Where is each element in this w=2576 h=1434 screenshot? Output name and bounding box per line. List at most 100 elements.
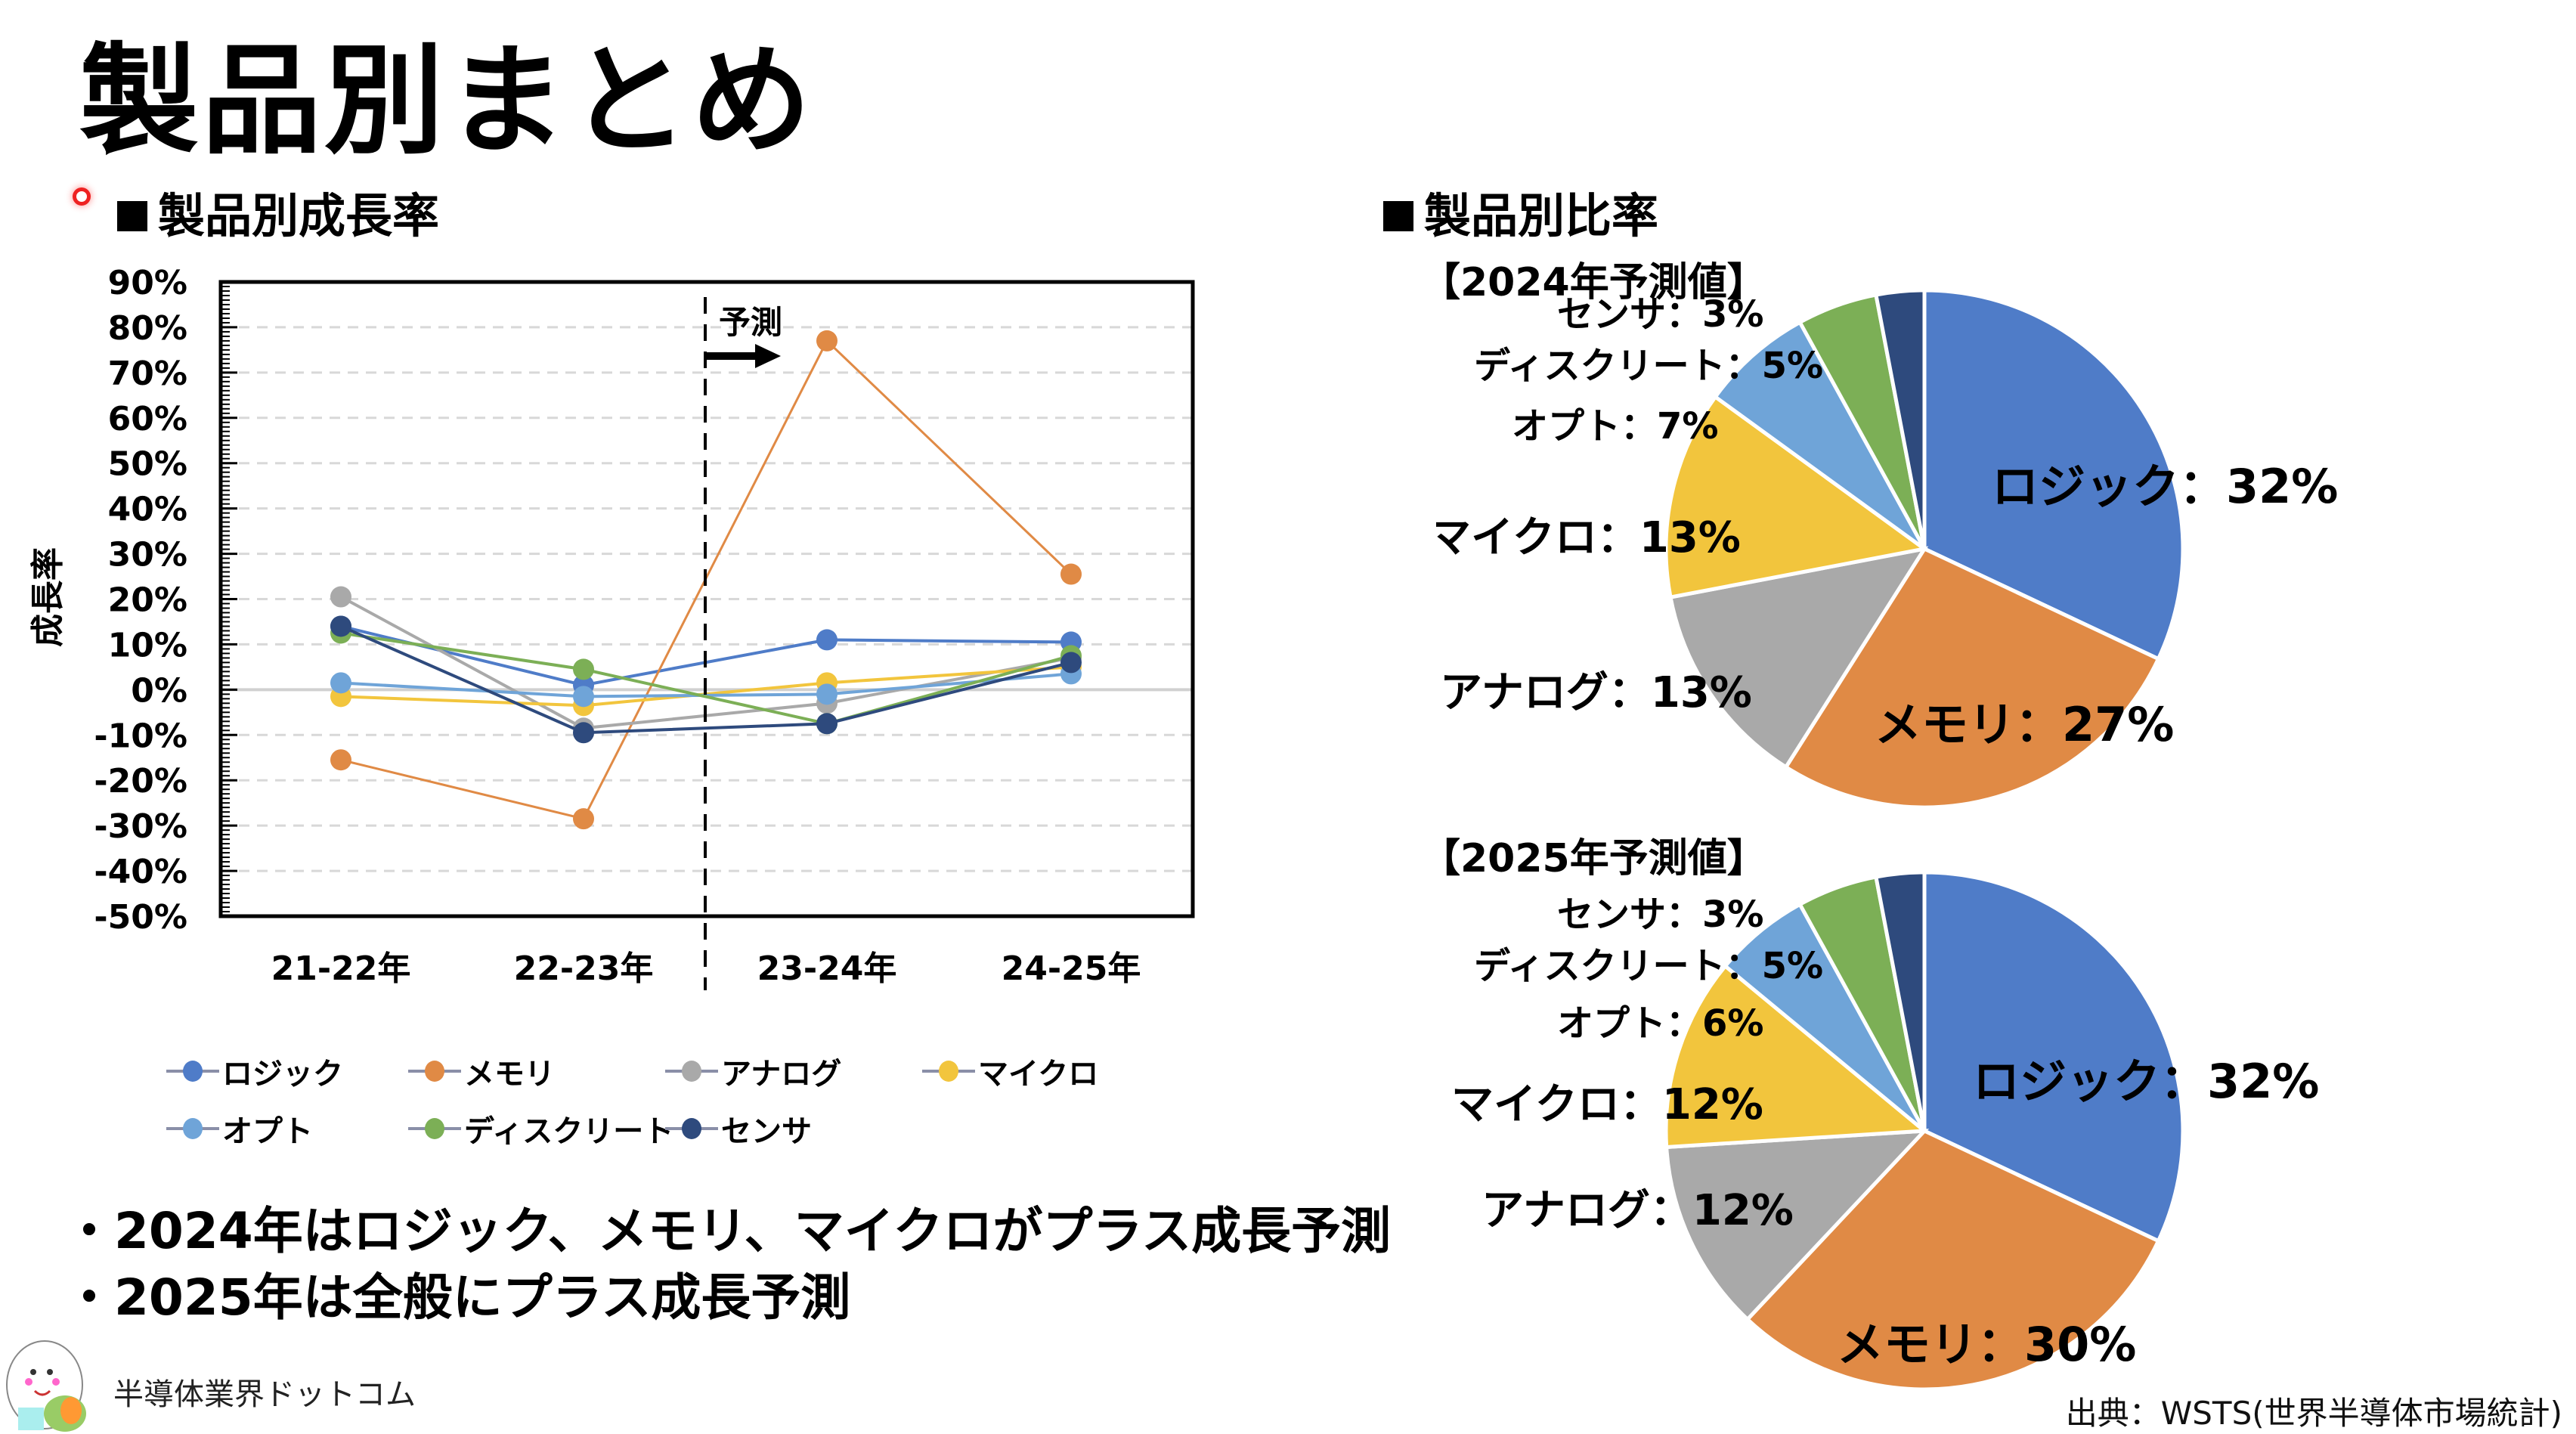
- growth-section-title: 製品別成長率: [117, 193, 439, 240]
- y-tick-label: -20%: [94, 762, 187, 801]
- forecast-label: 予測: [719, 304, 782, 341]
- y-tick-label: 20%: [108, 581, 187, 620]
- data-point: [330, 586, 351, 608]
- pie-label-analog: アナログ：12%: [1482, 1186, 1794, 1235]
- pie-slice-memory: [1745, 1128, 2161, 1392]
- series-sensor: [330, 615, 1082, 744]
- data-point: [816, 683, 838, 705]
- data-point: [573, 722, 594, 744]
- x-axis-ticks: 21-22年 22-23年 23-24年 24-25年: [271, 949, 1141, 988]
- data-point: [573, 686, 594, 708]
- summary-bullets: ・2024年はロジック、メモリ、マイクロがプラス成長予測 ・2025年は全般にプ…: [64, 1198, 1391, 1331]
- chart-series: [330, 330, 1082, 830]
- pie-label-logic: ロジック：32%: [1992, 459, 2338, 514]
- legend-marker-icon: [408, 1061, 461, 1082]
- pie-chart-2025: ロジック：32% メモリ：30% アナログ：12% マイクロ：12% オプト：6% ディス…: [1451, 870, 2319, 1392]
- pie-slice-micro: [1664, 963, 1930, 1150]
- data-point: [573, 808, 594, 830]
- data-point: [330, 749, 351, 771]
- y-tick-label: -10%: [94, 717, 187, 755]
- page-title: 製品別まとめ: [79, 32, 814, 171]
- legend-marker-icon: [166, 1061, 219, 1082]
- bullet-square-icon: [1383, 200, 1413, 231]
- pie-slice-sensor: [1873, 870, 1927, 1132]
- legend-item-logic: ロジック: [166, 1049, 343, 1093]
- legend-item-sensor: センサ: [665, 1107, 812, 1151]
- data-point: [816, 713, 838, 735]
- pie-label-micro: マイクロ：13%: [1436, 513, 1741, 562]
- ratio-section-title-text: 製品別比率: [1424, 188, 1659, 243]
- pie-slice-analog: [1664, 1129, 1930, 1322]
- pie-slice-sensor: [1873, 288, 1927, 550]
- pie-slice-analog: [1668, 546, 1929, 770]
- legend-item-micro: マイクロ: [922, 1049, 1098, 1093]
- pie-slice-opto: [1712, 319, 1927, 551]
- y-axis-ticks: 90% 80% 70% 60% 50% 40% 30% 20% 10% 0% -10% -20% -30…: [94, 264, 237, 937]
- legend-label: ディスクリート: [464, 1114, 674, 1149]
- data-point: [1060, 563, 1082, 585]
- laser-pointer-dot: [73, 187, 91, 206]
- pie-label-discrete: ディスクリート：5%: [1474, 345, 1823, 387]
- series-line: [340, 624, 1072, 735]
- source-note: 出典：WSTS(世界半導体市場統計): [2065, 1395, 2562, 1432]
- data-point: [330, 672, 351, 694]
- y-tick-label: 0%: [131, 671, 187, 710]
- data-point: [1060, 652, 1082, 674]
- footer-brand: 半導体業界ドットコム: [113, 1377, 416, 1412]
- pie-chart-2024: ロジック：32% メモリ：27% アナログ：13% マイクロ：13% オプト：7% ディス…: [1436, 288, 2338, 810]
- legend-label: オプト: [222, 1114, 313, 1149]
- bullet-item: ・2025年は全般にプラス成長予測: [64, 1268, 851, 1327]
- legend-marker-icon: [166, 1118, 219, 1139]
- legend-marker-icon: [665, 1061, 718, 1082]
- pie-label-opto: オプト：7%: [1512, 405, 1719, 448]
- y-tick-label: -30%: [94, 807, 187, 846]
- legend-item-opto: オプト: [166, 1107, 313, 1151]
- pie-label-sensor: センサ：3%: [1557, 293, 1764, 336]
- y-tick-label: 40%: [108, 491, 187, 529]
- forecast-arrow-icon: [705, 344, 781, 368]
- ratio-section-title: 製品別比率: [1383, 193, 1658, 240]
- y-tick-label: 30%: [108, 536, 187, 575]
- y-tick-label: 80%: [108, 309, 187, 348]
- legend-label: マイクロ: [978, 1057, 1099, 1092]
- pie-label-discrete: ディスクリート：5%: [1474, 945, 1823, 987]
- y-tick-label: 60%: [108, 400, 187, 438]
- pie-slice-memory: [1783, 546, 2161, 810]
- legend-item-discrete: ディスクリート: [408, 1107, 673, 1151]
- x-tick-label: 21-22年: [271, 949, 411, 988]
- pie-label-opto: オプト：6%: [1557, 1002, 1764, 1045]
- y-tick-label: -50%: [94, 898, 187, 937]
- growth-section-title-text: 製品別成長率: [158, 188, 440, 243]
- y-tick-label: 50%: [108, 445, 187, 484]
- pie-slice-logic: [1922, 288, 2185, 661]
- y-tick-label: 10%: [108, 626, 187, 664]
- mascot-logo-icon: [6, 1340, 86, 1432]
- pie-label-memory: メモリ：30%: [1837, 1317, 2136, 1372]
- pie-label-analog: アナログ：13%: [1440, 668, 1752, 717]
- x-tick-label: 24-25年: [1002, 949, 1141, 988]
- data-point: [573, 658, 594, 680]
- legend-label: メモリ: [464, 1057, 555, 1092]
- x-tick-label: 23-24年: [757, 949, 897, 988]
- pie-label-memory: メモリ：27%: [1875, 697, 2174, 752]
- arrow-head: [755, 344, 781, 368]
- pie-2024-title: 【2024年予測値】: [1421, 260, 1766, 305]
- y-tick-label: 70%: [108, 355, 187, 393]
- pie-slice-logic: [1922, 870, 2185, 1244]
- series-line: [340, 631, 1072, 726]
- x-tick-label: 22-23年: [514, 949, 654, 988]
- legend-marker-icon: [922, 1061, 975, 1082]
- pie-2025-title: 【2025年予測値】: [1421, 836, 1766, 881]
- legend-label: ロジック: [222, 1057, 343, 1092]
- y-tick-label: 90%: [108, 264, 187, 302]
- pie-slice-micro: [1664, 394, 1930, 600]
- y-tick-label: -40%: [94, 853, 187, 891]
- legend-item-memory: メモリ: [408, 1049, 555, 1093]
- pie-label-sensor: センサ：3%: [1557, 894, 1764, 936]
- plot-frame: [218, 280, 1195, 918]
- legend-label: アナログ: [721, 1057, 842, 1092]
- data-point: [816, 330, 838, 352]
- pie-label-micro: マイクロ：12%: [1451, 1080, 1763, 1129]
- data-point: [816, 629, 838, 651]
- bullet-square-icon: [117, 200, 147, 231]
